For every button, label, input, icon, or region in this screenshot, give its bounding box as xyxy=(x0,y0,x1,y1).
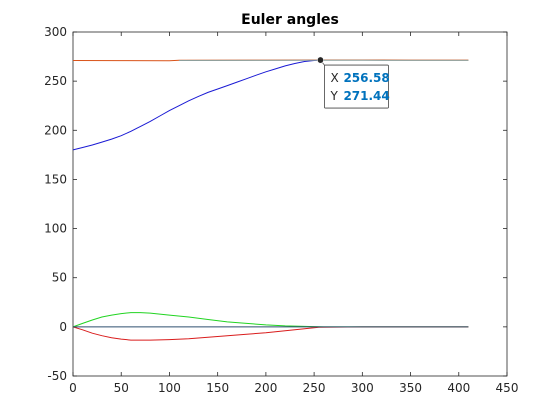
x-tick-label: 200 xyxy=(254,381,277,395)
data-tip-x-label: X xyxy=(330,71,338,85)
data-tip-marker[interactable] xyxy=(316,56,324,64)
x-tick-label: 50 xyxy=(114,381,129,395)
x-tick-label: 450 xyxy=(496,381,519,395)
series-layer xyxy=(72,59,469,341)
y-tick-label: 0 xyxy=(59,320,67,334)
y-tick-label: 50 xyxy=(52,271,67,285)
y-tick-label: 250 xyxy=(44,74,67,88)
chart-title: Euler angles xyxy=(241,12,339,28)
x-tick-label: 0 xyxy=(69,381,77,395)
data-tip-box xyxy=(324,64,389,109)
y-tick-label: 150 xyxy=(44,172,67,186)
data-tip-y-value: 271.44 xyxy=(343,89,389,103)
series-line-1 xyxy=(72,59,321,151)
data-tip-y-label: Y xyxy=(329,89,338,103)
y-tick-label: 200 xyxy=(44,123,67,137)
x-tick-label: 400 xyxy=(447,381,470,395)
x-tick-label: 350 xyxy=(399,381,422,395)
y-tick-label: 100 xyxy=(44,222,67,236)
data-tip[interactable]: X 256.58 Y 271.44 xyxy=(316,56,390,109)
x-axis: 0 50 100 150 200 250 300 350 400 450 xyxy=(69,32,518,395)
x-tick-label: 250 xyxy=(303,381,326,395)
y-axis: -50 0 50 100 150 200 250 300 xyxy=(44,25,507,383)
data-tip-x-value: 256.58 xyxy=(343,71,389,85)
y-tick-label: 300 xyxy=(44,25,67,39)
y-tick-label: -50 xyxy=(47,369,67,383)
x-tick-label: 300 xyxy=(351,381,374,395)
plot-area xyxy=(72,31,508,377)
x-tick-label: 150 xyxy=(206,381,229,395)
series-line-5 xyxy=(72,326,469,341)
x-tick-label: 100 xyxy=(158,381,181,395)
